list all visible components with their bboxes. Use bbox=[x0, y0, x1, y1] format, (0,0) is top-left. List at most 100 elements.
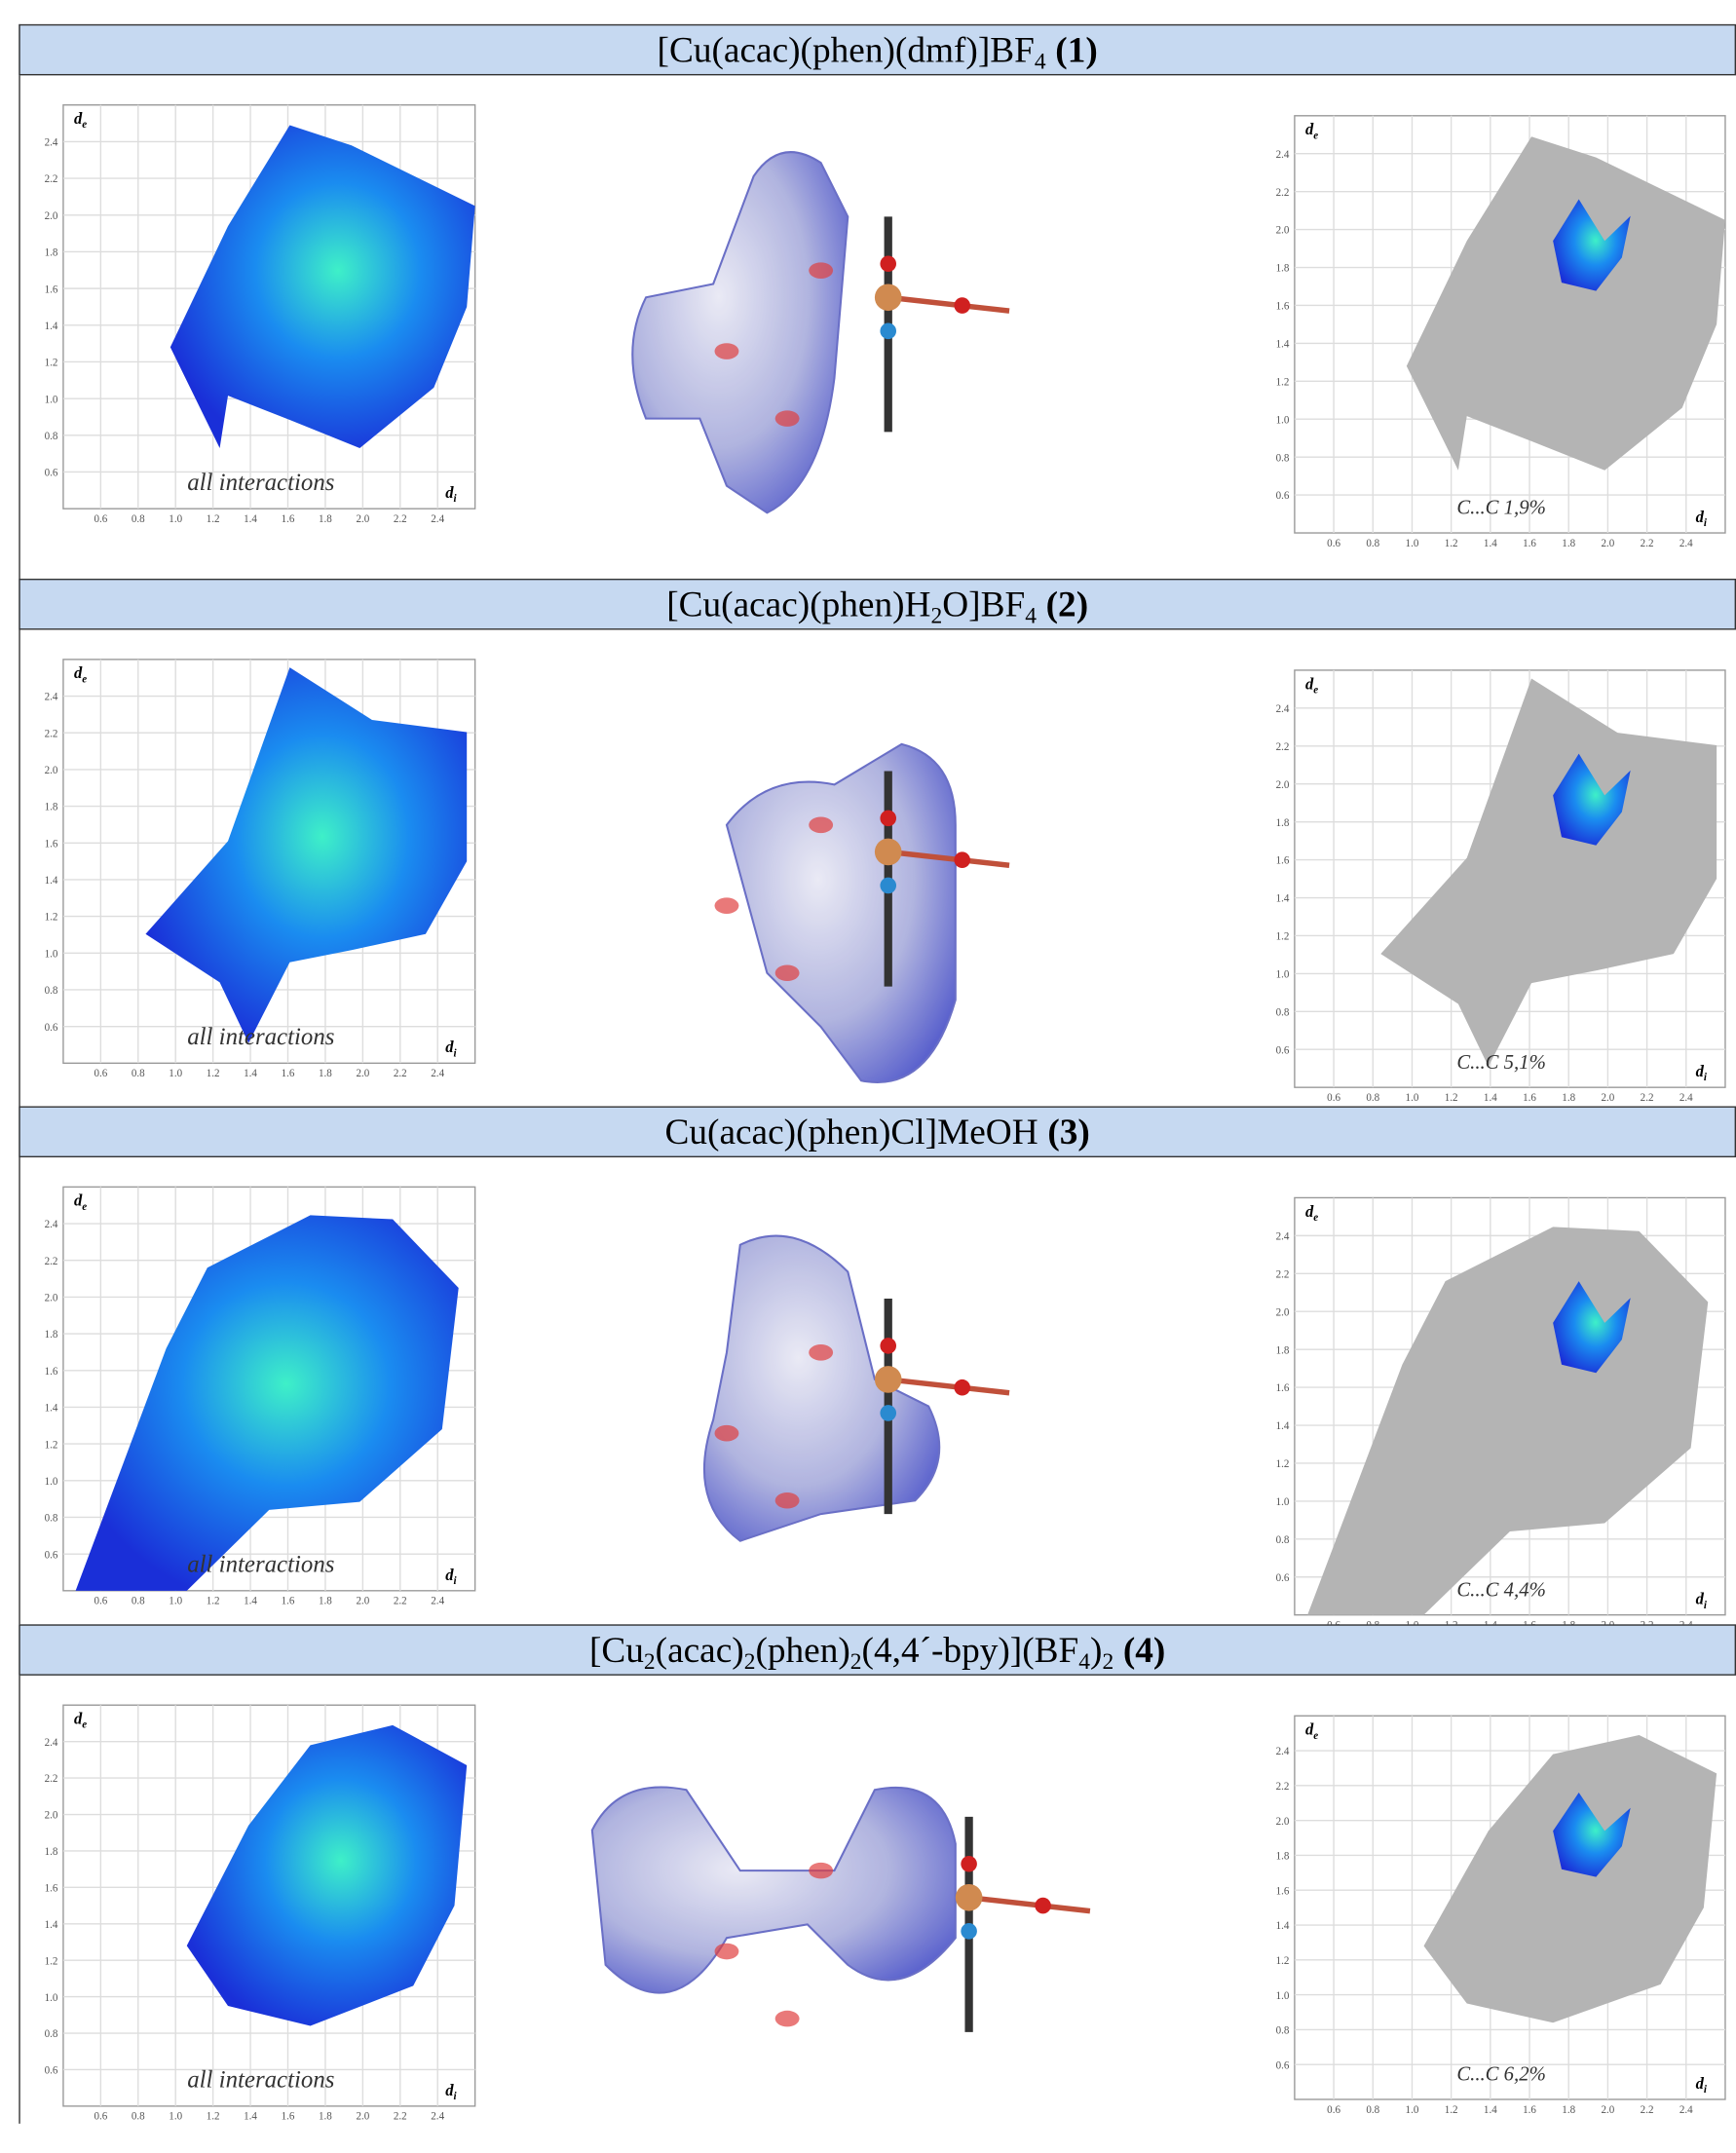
y-tick-label: 2.4 bbox=[45, 1219, 58, 1230]
y-tick-label: 0.8 bbox=[45, 985, 58, 997]
x-tick-label: 1.8 bbox=[1562, 1092, 1575, 1104]
y-tick-label: 0.8 bbox=[1276, 1006, 1290, 1018]
y-tick-label: 1.0 bbox=[1276, 414, 1290, 426]
title-segment: 2 bbox=[744, 1648, 756, 1674]
y-tick-label: 0.6 bbox=[45, 1549, 58, 1561]
x-tick-label: 2.2 bbox=[394, 1068, 407, 1079]
x-tick-label: 1.2 bbox=[207, 2111, 220, 2123]
y-tick-label: 2.2 bbox=[45, 1773, 58, 1785]
y-axis-label-sub: e bbox=[1313, 684, 1318, 696]
y-tick-label: 2.4 bbox=[1276, 1231, 1290, 1243]
atom-cu bbox=[875, 283, 902, 311]
x-tick-label: 2.4 bbox=[431, 513, 444, 525]
x-tick-label: 0.8 bbox=[1366, 538, 1379, 549]
x-tick-label: 1.2 bbox=[1445, 1092, 1458, 1104]
atom-o bbox=[954, 1379, 970, 1396]
x-tick-label: 1.2 bbox=[207, 513, 220, 525]
title-segment: [Cu(acac)(phen)(dmf)]BF bbox=[658, 29, 1035, 69]
y-tick-label: 0.6 bbox=[45, 1022, 58, 1034]
y-tick-label: 2.4 bbox=[1276, 703, 1290, 715]
title-segment: (phen) bbox=[755, 1630, 849, 1670]
x-tick-label: 2.4 bbox=[1679, 1092, 1693, 1104]
y-tick-label: 0.6 bbox=[1276, 1044, 1290, 1056]
title-segment: 4 bbox=[1078, 1648, 1090, 1674]
x-tick-label: 1.4 bbox=[244, 513, 257, 525]
x-tick-label: 2.4 bbox=[431, 2111, 444, 2123]
y-tick-label: 1.0 bbox=[45, 1992, 58, 2004]
atom-cu bbox=[875, 1366, 902, 1393]
x-tick-label: 1.4 bbox=[1484, 1092, 1497, 1104]
y-tick-label: 1.8 bbox=[1276, 263, 1290, 275]
surface-blob bbox=[632, 152, 848, 512]
y-axis-label-sub: e bbox=[82, 119, 87, 131]
y-tick-label: 0.8 bbox=[45, 431, 58, 442]
title-segment: [Cu bbox=[589, 1630, 644, 1670]
contact-spot bbox=[775, 1492, 800, 1509]
x-tick-label: 1.8 bbox=[1562, 2104, 1575, 2116]
contact-spot bbox=[809, 1863, 833, 1879]
right-fingerprint-plot: 0.60.60.80.81.01.01.21.21.41.41.61.61.81… bbox=[1265, 1716, 1725, 2126]
atom-n bbox=[961, 1923, 977, 1940]
x-tick-label: 0.8 bbox=[132, 2111, 145, 2123]
title-segment: (2) bbox=[1046, 585, 1088, 624]
x-tick-label: 1.8 bbox=[319, 2111, 332, 2123]
surface-blob bbox=[727, 744, 956, 1082]
x-tick-label: 1.2 bbox=[1445, 538, 1458, 549]
panel-header: [Cu(acac)(phen)H2O]BF4(2) bbox=[19, 579, 1736, 629]
x-tick-label: 1.6 bbox=[282, 2111, 295, 2123]
x-tick-label: 2.4 bbox=[431, 1068, 444, 1079]
x-tick-label: 1.6 bbox=[1523, 538, 1536, 549]
x-tick-label: 0.6 bbox=[94, 1596, 107, 1607]
y-axis-label-sub: e bbox=[82, 1719, 87, 1731]
y-tick-label: 0.8 bbox=[1276, 1534, 1290, 1546]
x-tick-label: 1.6 bbox=[282, 513, 295, 525]
y-tick-label: 0.8 bbox=[1276, 2025, 1290, 2037]
y-tick-label: 2.4 bbox=[1276, 149, 1290, 161]
y-tick-label: 2.0 bbox=[1276, 1306, 1290, 1318]
x-tick-label: 1.2 bbox=[207, 1596, 220, 1607]
x-tick-label: 1.0 bbox=[169, 1596, 182, 1607]
panel-header: [Cu(acac)(phen)(dmf)]BF4(1) bbox=[19, 24, 1736, 75]
x-tick-label: 0.6 bbox=[94, 2111, 107, 2123]
x-tick-label: 2.4 bbox=[1679, 538, 1693, 549]
atom-o bbox=[954, 297, 970, 314]
surface-blob bbox=[592, 1787, 956, 1992]
y-tick-label: 1.0 bbox=[1276, 1496, 1290, 1508]
y-tick-label: 2.2 bbox=[45, 173, 58, 185]
title-segment: (3) bbox=[1047, 1112, 1089, 1152]
x-tick-label: 1.4 bbox=[1484, 538, 1497, 549]
y-tick-label: 2.2 bbox=[45, 728, 58, 739]
x-tick-label: 1.6 bbox=[1523, 2104, 1536, 2116]
y-tick-label: 1.6 bbox=[45, 1882, 58, 1894]
plot-caption: all interactions bbox=[187, 1551, 334, 1577]
title-segment: O]BF bbox=[942, 585, 1025, 624]
x-tick-label: 2.2 bbox=[1641, 538, 1654, 549]
x-tick-label: 1.4 bbox=[244, 2111, 257, 2123]
title-segment: 4 bbox=[1035, 49, 1046, 74]
x-tick-label: 2.2 bbox=[394, 513, 407, 525]
y-tick-label: 1.8 bbox=[1276, 1851, 1290, 1863]
atom-cu bbox=[875, 839, 902, 866]
left-fingerprint-plot: 0.60.60.80.81.01.01.21.21.41.41.61.61.81… bbox=[34, 1705, 475, 2133]
plot-caption: C...C 5,1% bbox=[1456, 1052, 1546, 1074]
hirshfeld-surface bbox=[551, 109, 1170, 553]
y-tick-label: 2.0 bbox=[45, 210, 58, 222]
page: [Cu(acac)(phen)(dmf)]BF4(1) 0.6 0.6 0.8 0.8 1… bbox=[0, 0, 1736, 2111]
x-tick-label: 1.8 bbox=[319, 513, 332, 525]
surface-blob bbox=[704, 1236, 939, 1541]
y-tick-label: 1.8 bbox=[45, 247, 58, 259]
y-tick-label: 1.2 bbox=[45, 1955, 58, 1967]
y-tick-label: 1.4 bbox=[45, 321, 58, 332]
y-tick-label: 1.4 bbox=[1276, 339, 1290, 351]
y-tick-label: 1.6 bbox=[1276, 301, 1290, 313]
x-tick-label: 0.8 bbox=[1366, 2104, 1379, 2116]
hirshfeld-surface bbox=[551, 1709, 1170, 2153]
y-tick-label: 1.4 bbox=[1276, 1420, 1290, 1432]
x-tick-label: 0.6 bbox=[1327, 1092, 1340, 1104]
contact-spot bbox=[809, 1344, 833, 1361]
y-tick-label: 1.6 bbox=[1276, 855, 1290, 867]
contact-spot bbox=[775, 964, 800, 981]
x-tick-label: 2.0 bbox=[356, 1068, 369, 1079]
left-fingerprint-plot: 0.60.60.80.81.01.01.21.21.41.41.61.61.81… bbox=[34, 1187, 475, 1617]
x-tick-label: 1.0 bbox=[1406, 538, 1419, 549]
